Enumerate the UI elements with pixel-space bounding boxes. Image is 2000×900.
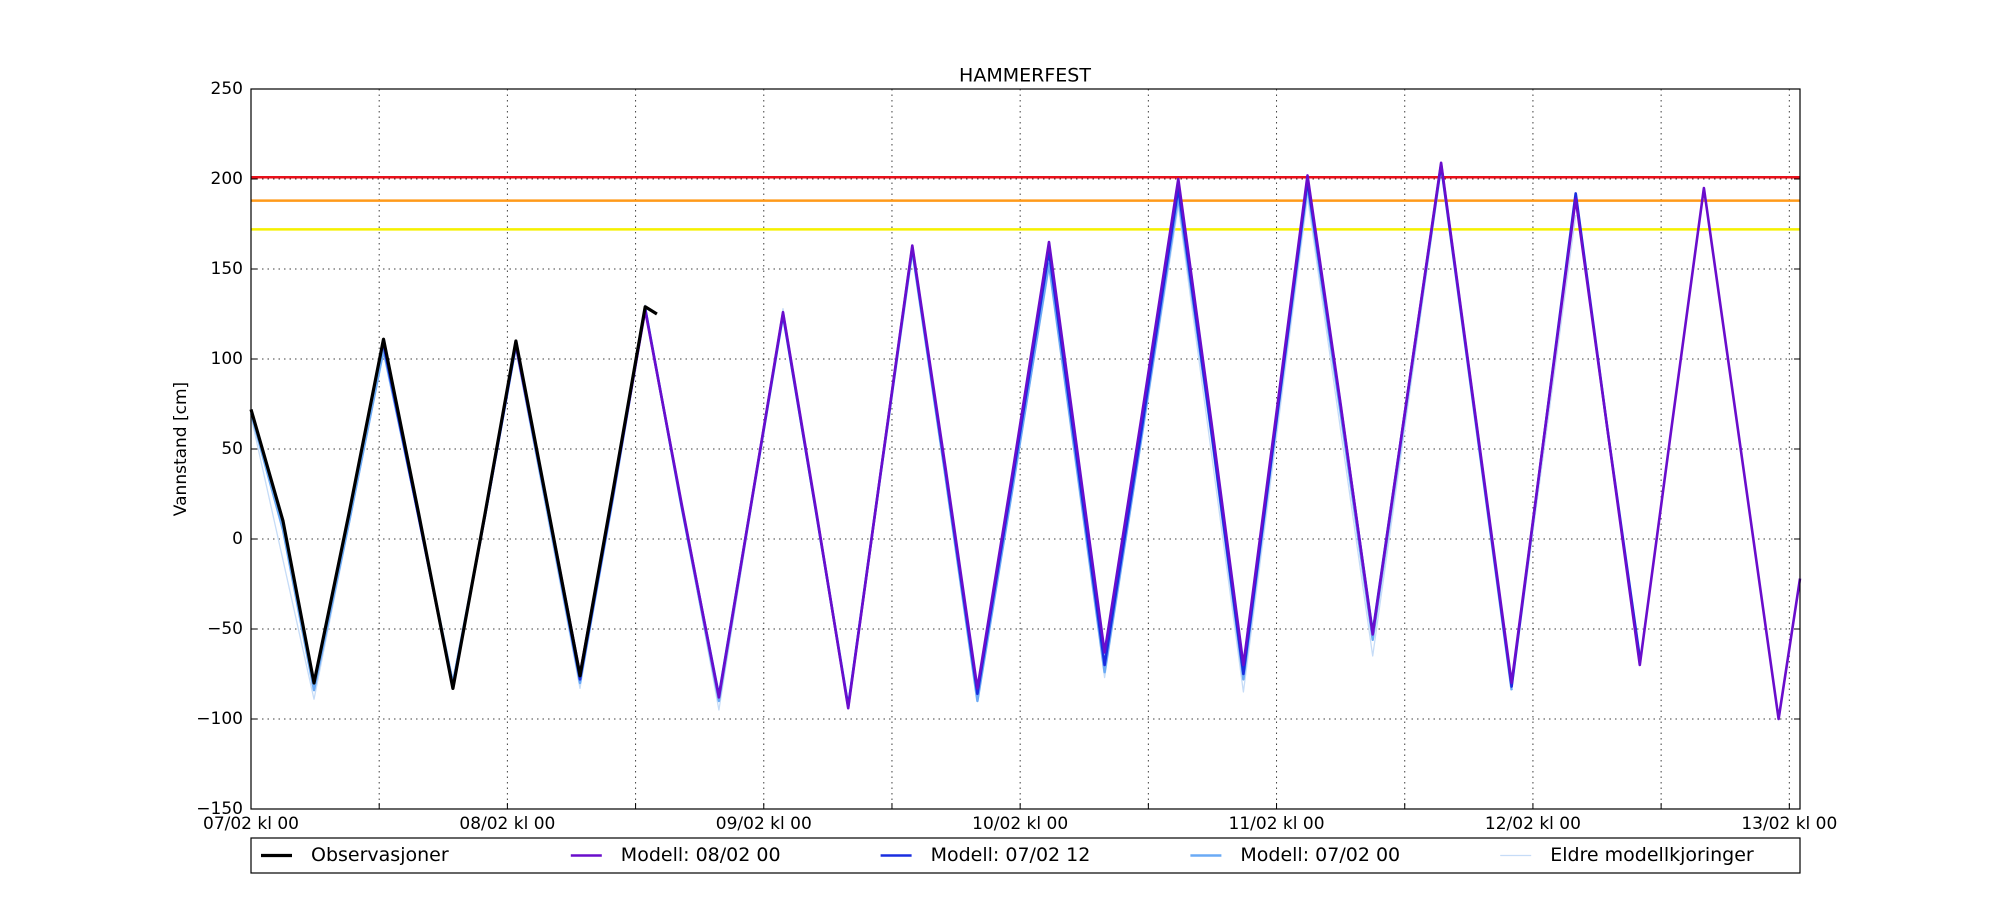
y-tick-label: 0 — [232, 529, 243, 549]
series-line — [514, 161, 1802, 721]
x-tick-label: 11/02 kl 00 — [1229, 814, 1325, 834]
y-axis-label: Vannstand [cm] — [171, 382, 191, 516]
y-tick-label: 100 — [211, 349, 243, 369]
plot-frame — [250, 88, 1801, 810]
y-tick-label: −50 — [207, 619, 243, 639]
legend-label: Eldre modellkjoringer — [1550, 844, 1754, 866]
y-tick-label: 250 — [211, 79, 243, 99]
legend-box — [250, 837, 1801, 874]
y-tick-label: 150 — [211, 259, 243, 279]
y-tick-label: −100 — [196, 709, 243, 729]
legend-label: Modell: 08/02 00 — [621, 844, 781, 866]
y-tick-label: 200 — [211, 169, 243, 189]
chart-title: HAMMERFEST — [959, 65, 1091, 87]
x-tick-label: 07/02 kl 00 — [203, 814, 299, 834]
legend-label: Observasjoner — [311, 844, 449, 866]
series-line — [249, 305, 658, 690]
x-tick-label: 08/02 kl 00 — [459, 814, 555, 834]
x-tick-label: 13/02 kl 00 — [1741, 814, 1837, 834]
y-tick-label: 50 — [221, 439, 243, 459]
x-tick-label: 12/02 kl 00 — [1485, 814, 1581, 834]
legend-label: Modell: 07/02 12 — [931, 844, 1091, 866]
y-tick-label: −150 — [196, 799, 243, 819]
legend-label: Modell: 07/02 00 — [1240, 844, 1400, 866]
x-tick-label: 10/02 kl 00 — [972, 814, 1068, 834]
x-tick-label: 09/02 kl 00 — [716, 814, 812, 834]
